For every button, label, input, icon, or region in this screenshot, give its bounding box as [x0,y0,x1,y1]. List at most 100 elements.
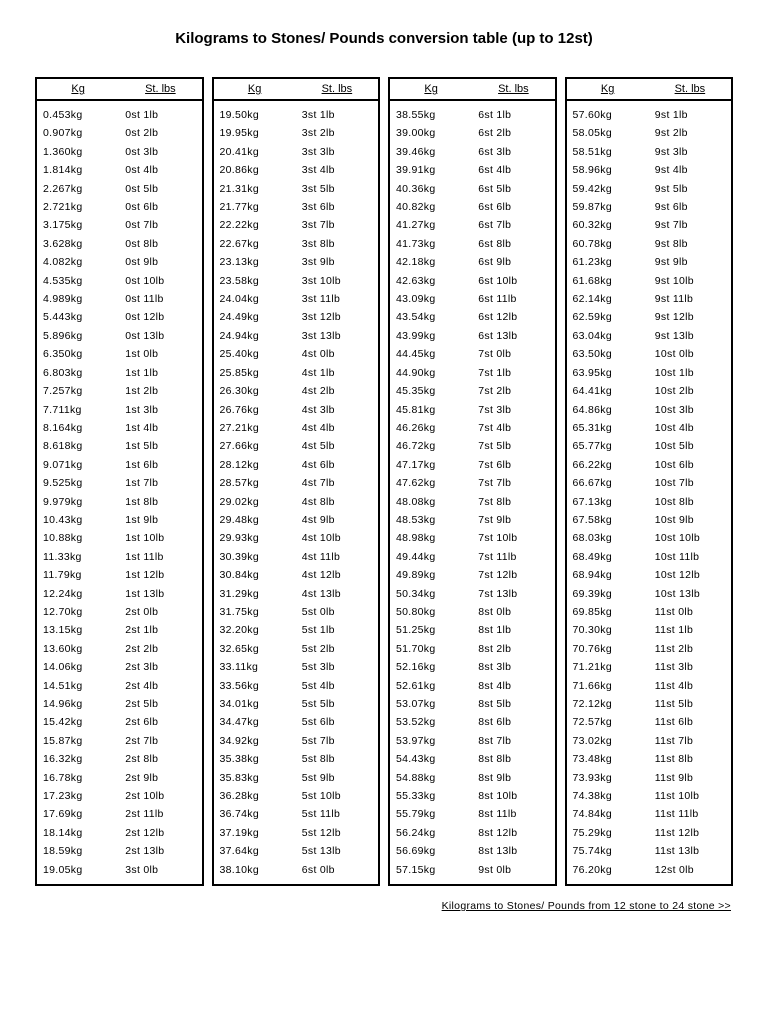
stlbs-value: 8st 13lb [466,842,548,860]
stlbs-value: 9st 11lb [643,290,725,308]
column-body: 57.60kg9st 1lb58.05kg9st 2lb58.51kg9st 3… [567,101,732,884]
table-row: 29.48kg4st 9lb [220,511,373,529]
kg-value: 57.15kg [396,861,466,879]
column-0: KgSt. lbs0.453kg0st 1lb0.907kg0st 2lb1.3… [35,77,204,886]
stlbs-value: 9st 5lb [643,180,725,198]
table-row: 43.09kg6st 11lb [396,290,549,308]
kg-value: 69.85kg [573,603,643,621]
stlbs-value: 7st 10lb [466,529,548,547]
stlbs-value: 2st 11lb [113,805,195,823]
stlbs-value: 0st 8lb [113,235,195,253]
stlbs-value: 4st 8lb [290,493,372,511]
table-row: 63.95kg10st 1lb [573,364,726,382]
column-header: KgSt. lbs [567,79,732,101]
stlbs-value: 11st 4lb [643,677,725,695]
kg-value: 0.907kg [43,124,113,142]
kg-value: 52.61kg [396,677,466,695]
table-row: 53.97kg8st 7lb [396,732,549,750]
column-2: KgSt. lbs38.55kg6st 1lb39.00kg6st 2lb39.… [388,77,557,886]
table-row: 39.46kg6st 3lb [396,143,549,161]
stlbs-value: 10st 9lb [643,511,725,529]
footer-link[interactable]: Kilograms to Stones/ Pounds from 12 ston… [35,900,733,912]
table-row: 35.83kg5st 9lb [220,769,373,787]
kg-value: 53.97kg [396,732,466,750]
kg-value: 66.67kg [573,474,643,492]
stlbs-value: 3st 1lb [290,106,372,124]
table-row: 44.45kg7st 0lb [396,345,549,363]
kg-value: 20.41kg [220,143,290,161]
table-row: 52.16kg8st 3lb [396,658,549,676]
kg-value: 42.63kg [396,272,466,290]
table-row: 74.84kg11st 11lb [573,805,726,823]
kg-value: 15.87kg [43,732,113,750]
table-row: 19.05kg3st 0lb [43,861,196,879]
stlbs-value: 2st 4lb [113,677,195,695]
table-row: 23.13kg3st 9lb [220,253,373,271]
kg-value: 27.66kg [220,437,290,455]
table-row: 43.99kg6st 13lb [396,327,549,345]
kg-value: 48.98kg [396,529,466,547]
kg-value: 46.26kg [396,419,466,437]
table-row: 62.14kg9st 11lb [573,290,726,308]
stlbs-value: 7st 7lb [466,474,548,492]
table-row: 59.87kg9st 6lb [573,198,726,216]
table-row: 66.22kg10st 6lb [573,456,726,474]
table-row: 51.25kg8st 1lb [396,621,549,639]
stlbs-value: 5st 1lb [290,621,372,639]
table-row: 75.29kg11st 12lb [573,824,726,842]
table-row: 13.15kg2st 1lb [43,621,196,639]
kg-value: 70.30kg [573,621,643,639]
kg-value: 24.94kg [220,327,290,345]
kg-value: 59.87kg [573,198,643,216]
kg-value: 20.86kg [220,161,290,179]
table-row: 68.49kg10st 11lb [573,548,726,566]
table-row: 14.06kg2st 3lb [43,658,196,676]
kg-value: 4.535kg [43,272,113,290]
stlbs-value: 12st 0lb [643,861,725,879]
table-row: 20.86kg3st 4lb [220,161,373,179]
kg-value: 62.14kg [573,290,643,308]
kg-value: 19.95kg [220,124,290,142]
table-row: 48.08kg7st 8lb [396,493,549,511]
stlbs-value: 0st 4lb [113,161,195,179]
kg-value: 2.721kg [43,198,113,216]
stlbs-value: 1st 1lb [113,364,195,382]
table-row: 24.94kg3st 13lb [220,327,373,345]
kg-value: 45.35kg [396,382,466,400]
table-row: 26.30kg4st 2lb [220,382,373,400]
table-row: 16.32kg2st 8lb [43,750,196,768]
kg-value: 31.75kg [220,603,290,621]
kg-value: 10.43kg [43,511,113,529]
column-body: 38.55kg6st 1lb39.00kg6st 2lb39.46kg6st 3… [390,101,555,884]
header-kg: Kg [214,79,296,99]
kg-value: 6.803kg [43,364,113,382]
kg-value: 8.618kg [43,437,113,455]
kg-value: 25.85kg [220,364,290,382]
stlbs-value: 1st 8lb [113,493,195,511]
table-row: 27.66kg4st 5lb [220,437,373,455]
table-row: 4.989kg0st 11lb [43,290,196,308]
kg-value: 68.94kg [573,566,643,584]
kg-value: 4.082kg [43,253,113,271]
table-row: 17.23kg2st 10lb [43,787,196,805]
stlbs-value: 2st 7lb [113,732,195,750]
stlbs-value: 0st 2lb [113,124,195,142]
stlbs-value: 9st 3lb [643,143,725,161]
stlbs-value: 8st 11lb [466,805,548,823]
stlbs-value: 10st 10lb [643,529,725,547]
stlbs-value: 8st 6lb [466,713,548,731]
kg-value: 71.66kg [573,677,643,695]
kg-value: 22.67kg [220,235,290,253]
stlbs-value: 3st 0lb [113,861,195,879]
stlbs-value: 9st 10lb [643,272,725,290]
kg-value: 63.50kg [573,345,643,363]
stlbs-value: 6st 0lb [290,861,372,879]
table-row: 15.87kg2st 7lb [43,732,196,750]
kg-value: 13.60kg [43,640,113,658]
table-row: 12.24kg1st 13lb [43,585,196,603]
kg-value: 68.03kg [573,529,643,547]
stlbs-value: 6st 2lb [466,124,548,142]
kg-value: 19.05kg [43,861,113,879]
stlbs-value: 4st 6lb [290,456,372,474]
stlbs-value: 0st 11lb [113,290,195,308]
